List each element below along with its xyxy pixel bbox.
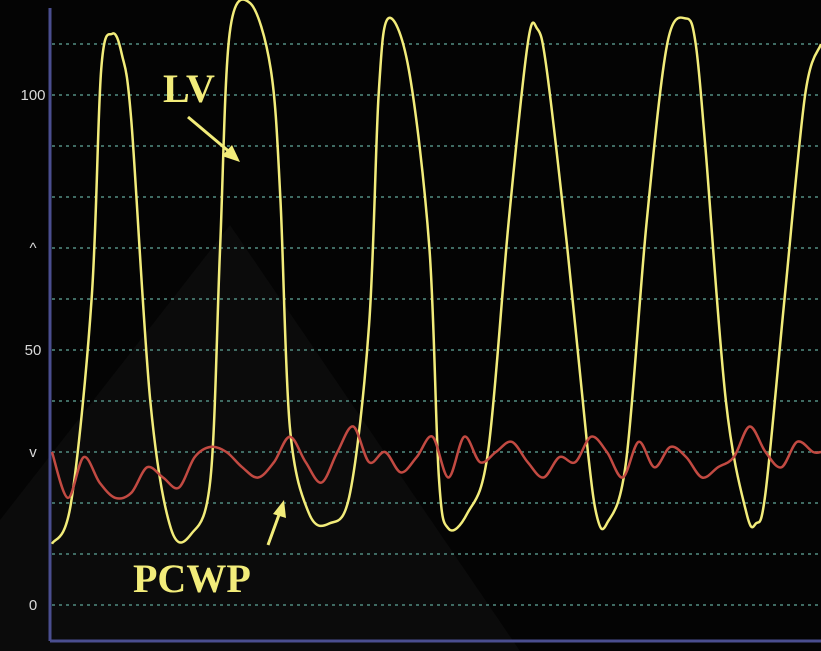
lv-arrow-shaft [187, 115, 233, 156]
series-line-lv [50, 0, 821, 545]
series-line-pcwp [50, 425, 821, 500]
series-lines [50, 0, 821, 545]
pcwp-annotation-label: PCWP [133, 556, 251, 601]
y-marker-label-0: ^ [29, 240, 36, 257]
pcwp-arrow-head [273, 500, 286, 518]
y-tick-label-100: 100 [20, 87, 45, 104]
y-tick-label-50: 50 [25, 342, 42, 359]
y-tick-labels: 0 50 100 ^ v [20, 87, 45, 614]
grid-lines [52, 43, 821, 606]
annotations: LV PCWP [133, 66, 286, 601]
lv-arrow-head [222, 145, 240, 162]
pcwp-arrow-shaft [266, 511, 282, 546]
watermark-shape [0, 225, 520, 651]
y-tick-label-0: 0 [29, 597, 37, 614]
y-marker-label-1: v [29, 444, 37, 461]
lv-annotation-label: LV [163, 66, 215, 111]
